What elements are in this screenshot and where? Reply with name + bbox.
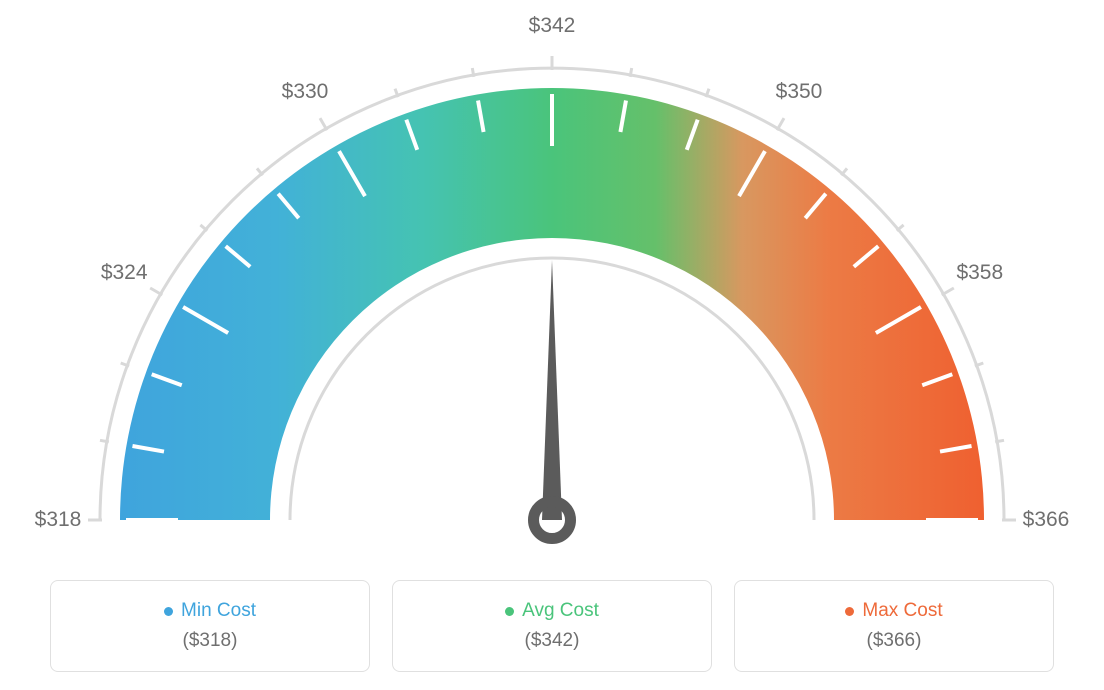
legend-title-max: Max Cost bbox=[845, 600, 942, 622]
legend-title-avg: Avg Cost bbox=[505, 600, 599, 622]
cost-gauge-chart: $318 $324 $330 $342 $350 $358 $366 Min Cost ($… bbox=[0, 0, 1104, 690]
gauge-tick-label: $358 bbox=[956, 261, 1003, 285]
gauge-tick-label: $324 bbox=[101, 261, 148, 285]
gauge-svg bbox=[0, 0, 1104, 560]
legend-value-avg: ($342) bbox=[525, 630, 580, 652]
gauge-tick-label: $318 bbox=[35, 508, 82, 532]
gauge-area: $318 $324 $330 $342 $350 $358 $366 bbox=[0, 0, 1104, 560]
legend-label-avg: Avg Cost bbox=[522, 600, 599, 622]
gauge-tick-label: $342 bbox=[529, 14, 576, 38]
legend-card-min: Min Cost ($318) bbox=[50, 580, 370, 672]
legend-card-max: Max Cost ($366) bbox=[734, 580, 1054, 672]
gauge-tick-label: $330 bbox=[282, 80, 329, 104]
legend-value-min: ($318) bbox=[183, 630, 238, 652]
gauge-tick-label: $350 bbox=[776, 80, 823, 104]
legend-row: Min Cost ($318) Avg Cost ($342) Max Cost… bbox=[0, 580, 1104, 672]
legend-card-avg: Avg Cost ($342) bbox=[392, 580, 712, 672]
legend-dot-avg bbox=[505, 607, 514, 616]
gauge-tick-label: $366 bbox=[1023, 508, 1070, 532]
legend-title-min: Min Cost bbox=[164, 600, 256, 622]
legend-label-min: Min Cost bbox=[181, 600, 256, 622]
legend-dot-min bbox=[164, 607, 173, 616]
legend-dot-max bbox=[845, 607, 854, 616]
legend-label-max: Max Cost bbox=[862, 600, 942, 622]
legend-value-max: ($366) bbox=[867, 630, 922, 652]
